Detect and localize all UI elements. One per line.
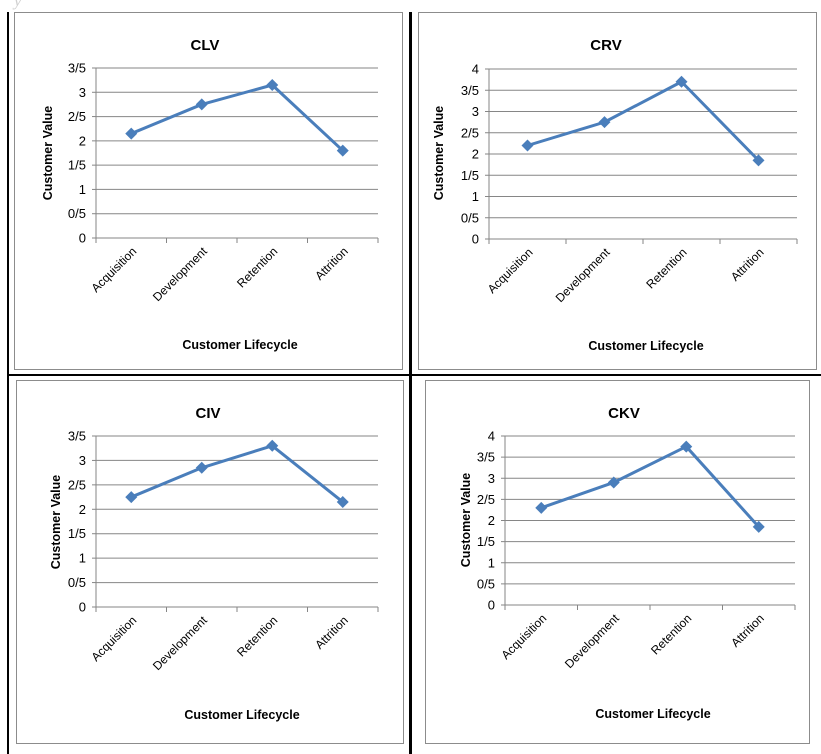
x-tick-label: Development	[553, 245, 613, 305]
y-tick-label: 2/5	[68, 109, 86, 124]
chart-frame-civ	[16, 380, 404, 744]
table-divider-horizontal	[7, 374, 821, 376]
x-tick-label: Retention	[234, 613, 280, 659]
y-tick-label: 4	[488, 429, 495, 444]
x-tick-label: Acquisition	[498, 611, 549, 662]
data-point-marker	[752, 520, 765, 533]
data-point-marker	[195, 98, 208, 111]
series-line	[540, 445, 760, 528]
clipped-text-fragment: y	[14, 0, 22, 10]
chart-civ: CIV 0 0/5 1 1/5 2 2/5 3 3/5 Acquisition Developmen…	[49, 405, 379, 722]
x-tick-label: Development	[150, 613, 210, 673]
chart-ckv: CKV 0 0/5 1 1/5 2 2/5 3 3/5 4 Acquisition Developme…	[459, 405, 796, 721]
y-tick-label: 1	[79, 551, 86, 566]
y-tick-label: 3/5	[477, 450, 495, 465]
chart-frame-clv	[14, 12, 403, 370]
x-axis-title: Customer Lifecycle	[595, 707, 710, 721]
y-tick-label: 3	[79, 85, 86, 100]
series-line	[527, 80, 760, 162]
y-tick-label: 0	[488, 598, 495, 613]
x-tick-label: Development	[150, 244, 210, 304]
x-tick-label: Attrition	[312, 613, 351, 652]
data-point-marker	[336, 144, 349, 157]
y-tick-label: 1	[79, 182, 86, 197]
y-tick-label: 3/5	[68, 61, 86, 76]
x-tick-label: Acquisition	[88, 244, 139, 295]
y-tick-label: 2	[488, 513, 495, 528]
data-point-marker	[336, 495, 349, 508]
data-point-marker	[521, 139, 534, 152]
y-tick-label: 2	[79, 133, 86, 148]
x-axis-title: Customer Lifecycle	[184, 708, 299, 722]
x-tick-label: Acquisition	[88, 613, 139, 664]
y-tick-label: 0	[472, 232, 479, 247]
y-tick-label: 2	[79, 502, 86, 517]
y-tick-label: 1	[472, 189, 479, 204]
chart-crv: CRV 0 0/5 1 1/5 2 2/5 3 3/5 4 Acquisition Developme…	[432, 37, 798, 353]
data-point-marker	[598, 116, 611, 129]
x-tick-label: Acquisition	[485, 245, 536, 296]
chart-frame-ckv	[425, 380, 810, 744]
x-axis-title: Customer Lifecycle	[588, 339, 703, 353]
data-point-marker	[266, 439, 279, 452]
y-tick-label: 0/5	[68, 575, 86, 590]
y-tick-label: 0/5	[68, 206, 86, 221]
y-tick-label: 0	[79, 600, 86, 615]
data-point-marker	[266, 79, 279, 91]
data-point-marker	[675, 75, 688, 88]
y-tick-label: 3	[472, 104, 479, 119]
data-point-marker	[125, 127, 138, 140]
y-tick-label: 2/5	[477, 492, 495, 507]
chart-title-ckv: CKV	[608, 405, 640, 422]
y-tick-label: 0	[79, 231, 86, 246]
y-tick-label: 3	[79, 453, 86, 468]
x-tick-label: Development	[562, 611, 622, 671]
y-axis-title: Customer Value	[459, 473, 473, 568]
data-point-marker	[752, 154, 765, 167]
y-axis-title: Customer Value	[41, 106, 55, 201]
y-tick-label: 0/5	[477, 576, 495, 591]
y-axis-title: Customer Value	[49, 475, 63, 570]
x-tick-label: Attrition	[728, 611, 767, 650]
series-line	[130, 83, 344, 152]
table-border-left	[7, 12, 9, 754]
chart-frame-crv	[418, 12, 817, 370]
y-tick-label: 3/5	[461, 83, 479, 98]
y-tick-label: 1/5	[477, 534, 495, 549]
y-tick-label: 1/5	[68, 158, 86, 173]
x-tick-label: Attrition	[312, 244, 351, 283]
x-axis-title: Customer Lifecycle	[182, 338, 297, 352]
series-line	[130, 444, 344, 504]
y-tick-label: 1/5	[461, 168, 479, 183]
chart-title-crv: CRV	[590, 37, 621, 54]
data-point-marker	[195, 461, 208, 474]
y-tick-label: 1	[488, 555, 495, 570]
y-tick-label: 0/5	[461, 210, 479, 225]
y-tick-label: 2/5	[68, 477, 86, 492]
chart-title-civ: CIV	[195, 405, 220, 422]
data-point-marker	[535, 501, 548, 514]
chart-title-clv: CLV	[191, 37, 220, 54]
x-tick-label: Retention	[234, 244, 280, 290]
y-tick-label: 3/5	[68, 429, 86, 444]
y-tick-label: 1/5	[68, 526, 86, 541]
data-point-marker	[607, 476, 620, 489]
y-tick-label: 3	[488, 471, 495, 486]
data-point-marker	[125, 491, 138, 504]
y-tick-label: 2	[472, 147, 479, 162]
chart-clv: CLV 0 0/5 1 1/5 2 2/5 3 3/5 Acquisition Developmen…	[41, 37, 379, 352]
y-axis-title: Customer Value	[432, 106, 446, 201]
data-point-marker	[680, 440, 693, 453]
table-divider-vertical	[409, 12, 412, 754]
y-tick-label: 2/5	[461, 125, 479, 140]
x-tick-label: Retention	[648, 611, 694, 657]
y-tick-label: 4	[472, 62, 479, 77]
x-tick-label: Retention	[643, 245, 689, 291]
x-tick-label: Attrition	[728, 245, 767, 284]
